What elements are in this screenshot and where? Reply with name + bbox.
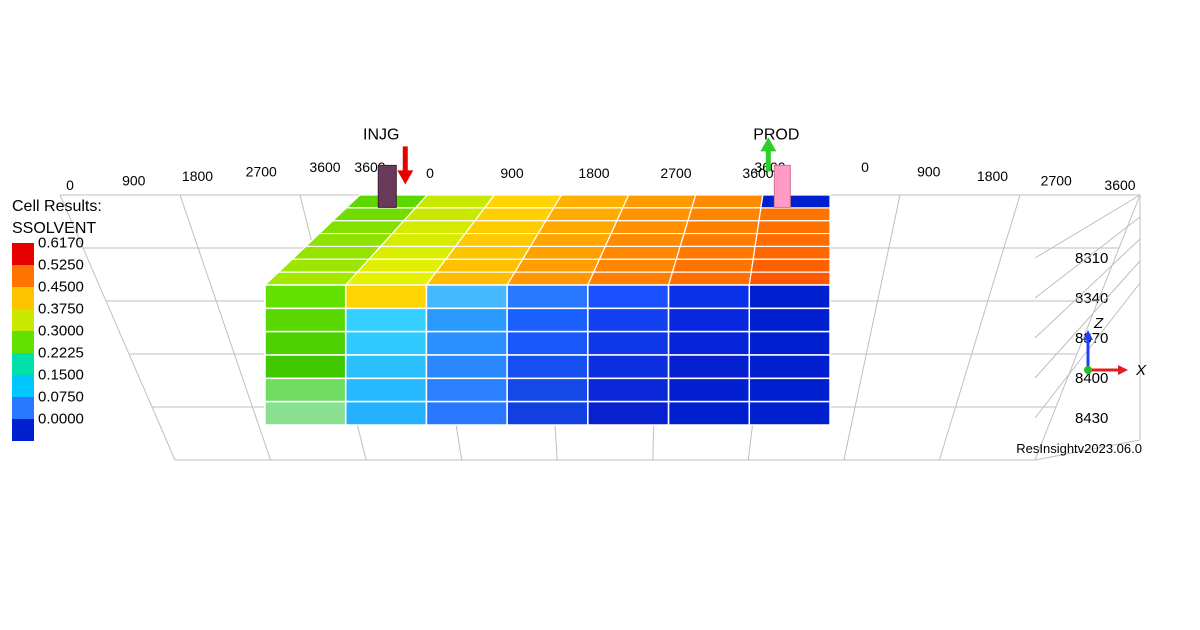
grid-3d-view: 8310834083708400843009001800270036000900… [0, 0, 1200, 630]
color-legend: Cell Results: SSOLVENT 0.61700.52500.450… [12, 198, 102, 441]
svg-text:0: 0 [426, 165, 434, 181]
legend-seg [12, 287, 34, 309]
legend-seg [12, 309, 34, 331]
legend-tick: 0.5250 [38, 256, 84, 273]
legend-tick: 0.0000 [38, 410, 84, 427]
legend-seg [12, 375, 34, 397]
svg-text:3600: 3600 [1104, 177, 1135, 193]
legend-seg [12, 353, 34, 375]
svg-text:PROD: PROD [753, 126, 799, 143]
svg-text:900: 900 [917, 164, 941, 180]
svg-text:X: X [1135, 362, 1147, 379]
svg-text:900: 900 [122, 173, 146, 189]
legend-tick: 0.0750 [38, 388, 84, 405]
svg-text:8340: 8340 [1075, 290, 1108, 307]
svg-text:0: 0 [66, 177, 74, 193]
svg-text:INJG: INJG [363, 126, 399, 143]
legend-tick: 0.3000 [38, 322, 84, 339]
svg-text:1800: 1800 [977, 168, 1008, 184]
legend-bar: 0.61700.52500.45000.37500.30000.22250.15… [12, 243, 102, 441]
legend-tick: 0.4500 [38, 278, 84, 295]
svg-text:1800: 1800 [578, 165, 609, 181]
svg-text:2700: 2700 [1041, 173, 1072, 189]
svg-text:2700: 2700 [660, 165, 691, 181]
legend-seg [12, 243, 34, 265]
legend-seg [12, 331, 34, 353]
legend-seg [12, 265, 34, 287]
legend-seg [12, 397, 34, 419]
software-version: ResInsightv2023.06.0 [1016, 441, 1142, 456]
legend-seg [12, 419, 34, 441]
legend-tick: 0.2225 [38, 344, 84, 361]
svg-text:8430: 8430 [1075, 410, 1108, 427]
svg-text:900: 900 [500, 165, 524, 181]
svg-text:3600: 3600 [309, 159, 340, 175]
legend-tick: 0.6170 [38, 234, 84, 251]
svg-text:2700: 2700 [246, 164, 277, 180]
svg-text:Z: Z [1093, 315, 1104, 332]
svg-text:8310: 8310 [1075, 250, 1108, 267]
svg-text:0: 0 [861, 159, 869, 175]
legend-tick: 0.1500 [38, 366, 84, 383]
svg-text:8400: 8400 [1075, 370, 1108, 387]
svg-text:1800: 1800 [182, 168, 213, 184]
legend-tick: 0.3750 [38, 300, 84, 317]
legend-title-1: Cell Results: [12, 198, 102, 216]
